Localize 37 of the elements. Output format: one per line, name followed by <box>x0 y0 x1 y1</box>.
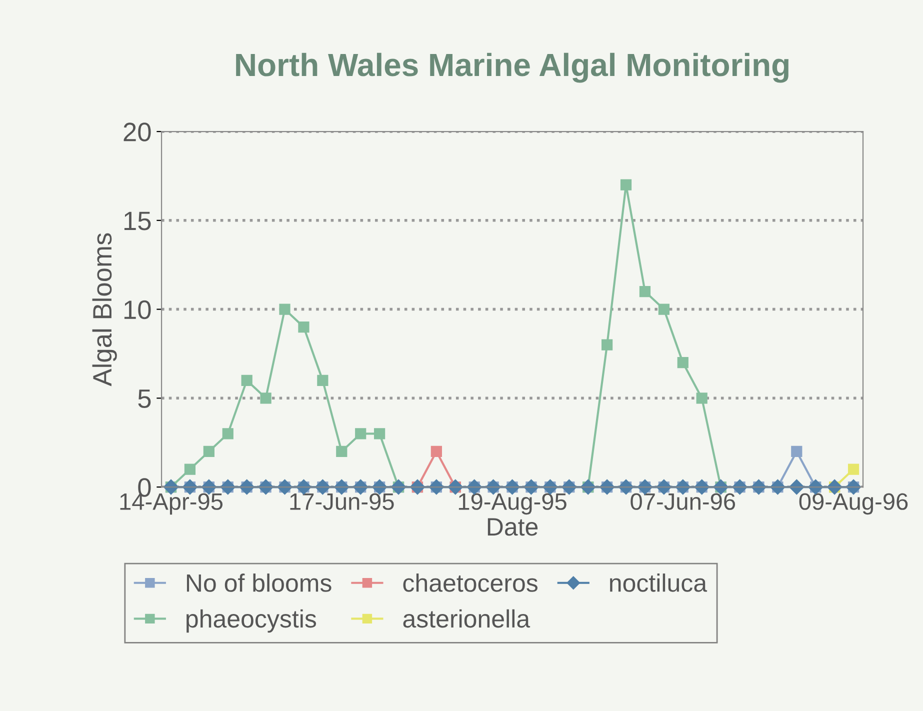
point <box>317 374 328 386</box>
x-tick-label: 07-Jun-96 <box>630 493 736 510</box>
point <box>260 392 272 404</box>
x-axis-title: Date <box>488 518 538 536</box>
point <box>658 304 670 315</box>
y-tick-label: 20 <box>124 122 151 142</box>
x-tick-label: 19-Aug-95 <box>458 493 566 515</box>
point <box>241 374 252 386</box>
y-axis-title: Algal Blooms <box>92 233 117 386</box>
point <box>184 464 196 475</box>
chart-title: North Wales Marine Algal Monitoring <box>236 52 788 83</box>
y-tick-label: 5 <box>138 390 151 408</box>
y-tick-label: 10 <box>124 300 151 320</box>
point <box>203 446 214 458</box>
x-tick-label: 17-Jun-95 <box>290 493 394 510</box>
point <box>336 446 348 458</box>
point <box>374 428 386 440</box>
legend-label: phaeocystis <box>186 609 316 633</box>
point <box>789 479 804 495</box>
point <box>791 446 802 458</box>
point <box>222 428 234 440</box>
legend-label: noctiluca <box>610 574 708 592</box>
point <box>848 464 860 475</box>
point <box>298 322 310 333</box>
legend-label: chaetoceros <box>403 574 538 592</box>
x-tick-label: 09-Aug-96 <box>799 493 908 515</box>
y-tick-label: 15 <box>124 212 151 230</box>
point <box>279 304 290 315</box>
point <box>620 179 632 190</box>
point <box>355 428 366 440</box>
point <box>430 446 442 458</box>
point <box>602 339 613 350</box>
point <box>696 392 708 404</box>
point <box>639 286 651 298</box>
legend-label: asterionella <box>403 609 530 628</box>
point <box>677 357 688 368</box>
legend-label: No of blooms <box>186 574 332 592</box>
